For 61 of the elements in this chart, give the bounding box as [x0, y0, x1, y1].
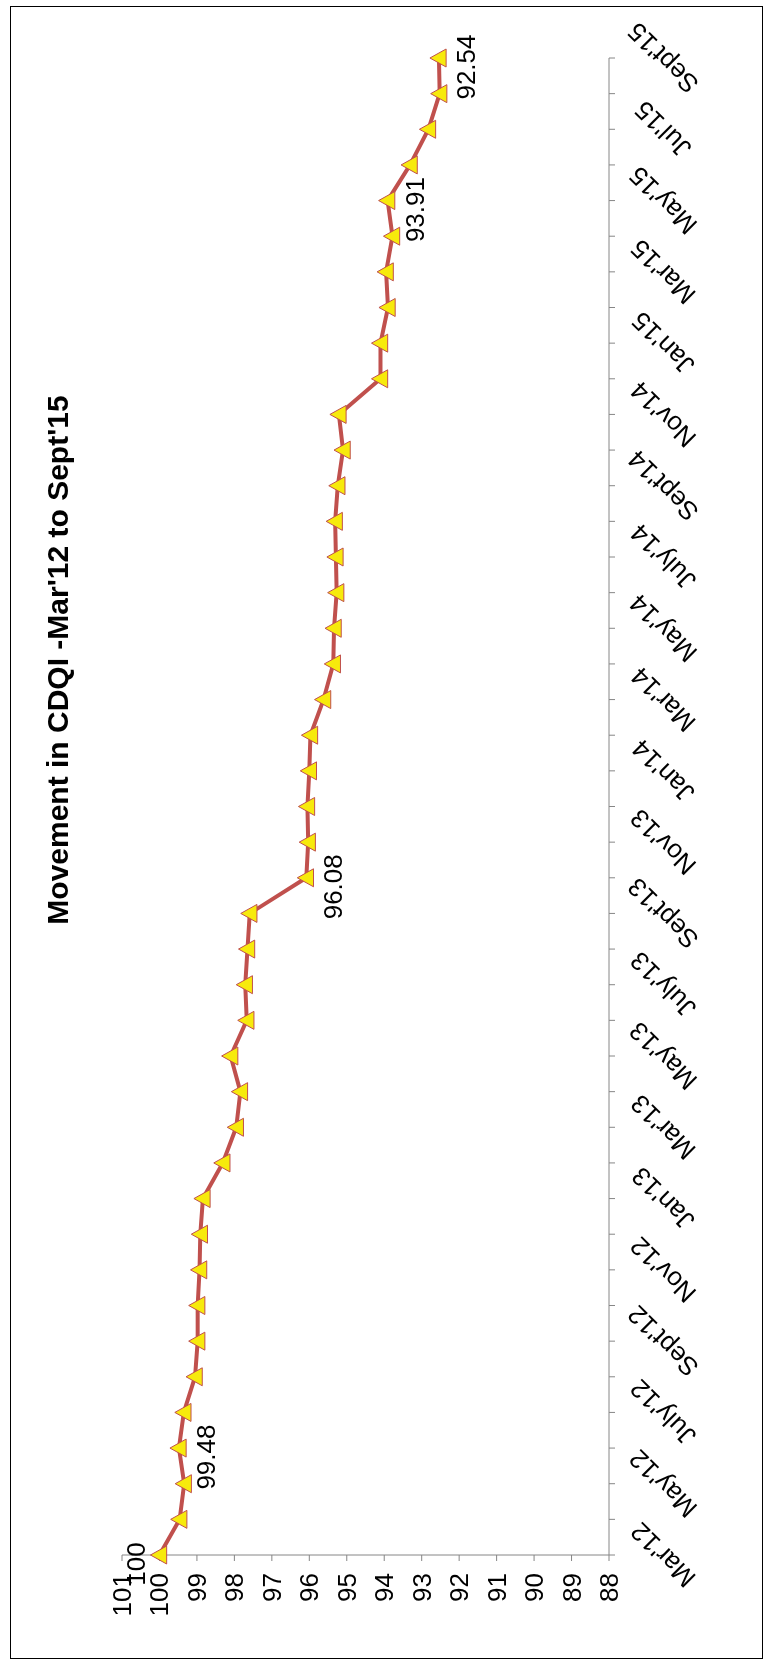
point [314, 690, 332, 710]
data-label: 96.08 [318, 854, 349, 920]
data-label: 93.91 [399, 177, 430, 243]
point [237, 1010, 255, 1030]
point [230, 1082, 249, 1102]
point [376, 262, 394, 282]
point [185, 1367, 203, 1387]
x-tick-label: 89 [556, 1573, 587, 1602]
point [235, 975, 253, 995]
point [298, 832, 316, 852]
point [323, 654, 341, 674]
point [238, 939, 256, 959]
point [418, 119, 437, 139]
x-tick-label: 97 [256, 1573, 287, 1602]
point [170, 1509, 188, 1529]
x-tick-label: 100 [144, 1573, 175, 1617]
point [300, 725, 319, 745]
point [324, 618, 342, 638]
x-tick-label: 92 [444, 1573, 475, 1602]
point [188, 1331, 206, 1351]
point [299, 761, 318, 781]
point [174, 1474, 192, 1494]
x-tick-label: 94 [369, 1573, 400, 1602]
point [213, 1153, 231, 1173]
data-label: 99.48 [190, 1424, 221, 1490]
point [221, 1046, 239, 1066]
text: Movement in CDQI -Mar'12 to Sept'15 [41, 395, 74, 925]
x-tick-label: 90 [519, 1573, 550, 1602]
point [400, 155, 418, 175]
point [429, 48, 447, 68]
point [370, 369, 389, 389]
point [327, 583, 345, 603]
point [174, 1402, 192, 1422]
point [378, 191, 396, 211]
point [149, 1545, 168, 1565]
point [430, 84, 448, 104]
x-tick-label: 98 [219, 1573, 250, 1602]
point [382, 226, 401, 246]
point [333, 440, 351, 460]
point [297, 797, 316, 816]
x-tick-label: 93 [406, 1573, 437, 1602]
point [328, 476, 346, 496]
point [326, 547, 344, 567]
point [329, 404, 347, 424]
point [370, 333, 389, 353]
x-tick-label: 96 [294, 1573, 325, 1602]
x-tick-label: 88 [594, 1573, 624, 1602]
point [240, 903, 258, 923]
x-tick-label: 99 [181, 1573, 212, 1602]
x-tick-label: 95 [331, 1573, 362, 1602]
x-tick-label: 91 [481, 1573, 512, 1602]
point [296, 868, 315, 888]
point [193, 1189, 211, 1209]
point [190, 1224, 208, 1244]
point [188, 1296, 206, 1315]
point [190, 1260, 208, 1280]
point [325, 511, 343, 531]
data-label: 92.54 [450, 34, 481, 100]
point [226, 1117, 244, 1137]
point [169, 1438, 187, 1458]
point [378, 298, 396, 317]
